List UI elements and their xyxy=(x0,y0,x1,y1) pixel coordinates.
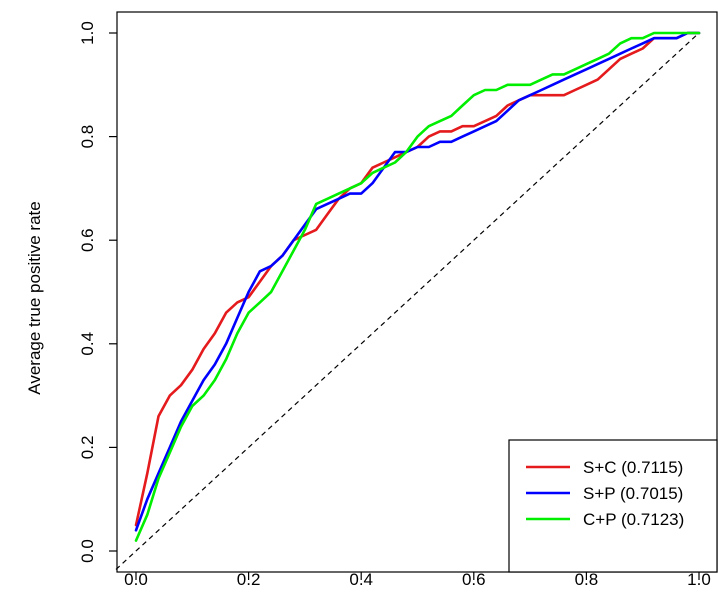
series-line-2 xyxy=(134,31,701,532)
x-tick-label: 0.0 xyxy=(124,570,148,589)
legend-label-1: S+C (0.7115) xyxy=(583,458,683,477)
y-axis: 0.0 0.2 0.4 0.6 0.8 1.0 xyxy=(78,21,117,563)
y-axis-title: Average true positive rate xyxy=(25,201,44,394)
reference-diagonal xyxy=(115,32,700,570)
plot-frame xyxy=(116,11,718,573)
y-tick-label: 0.6 xyxy=(78,228,97,252)
legend-box xyxy=(508,439,718,573)
x-tick-label: 0.6 xyxy=(462,570,486,589)
y-tick-label: 0.8 xyxy=(78,125,97,149)
x-tick-label: 0.4 xyxy=(349,570,373,589)
y-tick-label: 0.4 xyxy=(78,332,97,356)
x-axis: 0.0 0.2 0.4 0.6 0.8 1.0 xyxy=(124,570,711,589)
y-tick-label: 1.0 xyxy=(78,21,97,45)
y-tick-label: 0.0 xyxy=(78,539,97,563)
legend-label-2: S+P (0.7015) xyxy=(583,484,683,503)
plot-area xyxy=(115,31,701,570)
y-tick-label: 0.2 xyxy=(78,436,97,460)
x-tick-label: 0.2 xyxy=(237,570,261,589)
x-tick-label: 1.0 xyxy=(687,570,711,589)
series-line-3 xyxy=(134,31,701,542)
legend: S+C (0.7115) S+P (0.7015) C+P (0.7123) xyxy=(508,439,718,573)
x-tick-label: 0.8 xyxy=(575,570,599,589)
legend-label-3: C+P (0.7123) xyxy=(583,510,684,529)
